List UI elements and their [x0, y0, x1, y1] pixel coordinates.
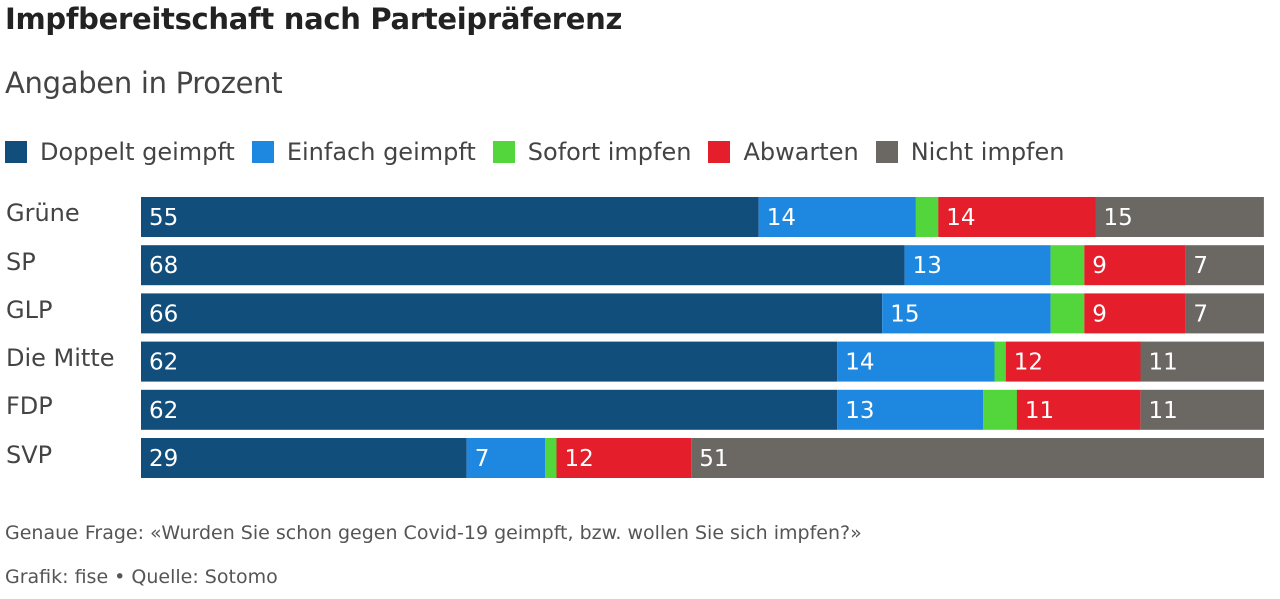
legend-item-einfach-geimpft: Einfach geimpft: [251, 138, 476, 166]
legend-swatch: [875, 141, 898, 163]
data-label: 7: [475, 446, 490, 472]
bar-segment-glp-nicht-impfen: [1185, 293, 1264, 334]
data-label: 13: [913, 253, 942, 279]
legend: Doppelt geimpft Einfach geimpft Sofort i…: [5, 138, 1081, 166]
footnote-source: Grafik: fise • Quelle: Sotomo: [5, 566, 278, 588]
category-label-sp: SP: [6, 248, 36, 276]
bar-segment-die-mitte-einfach-geimpft: [837, 341, 995, 382]
legend-swatch: [5, 141, 27, 163]
legend-label: Einfach geimpft: [286, 138, 476, 166]
data-label: 14: [946, 205, 975, 231]
category-label-die-mitte: Die Mitte: [6, 344, 115, 372]
data-label: 62: [149, 398, 178, 424]
bar-segment-svp-abwarten: [556, 438, 692, 478]
footnote-question: Genaue Frage: «Wurden Sie schon gegen Co…: [5, 522, 862, 544]
data-label: 7: [1193, 253, 1208, 279]
bar-segment-die-mitte-sofort-impfen: [994, 341, 1006, 382]
bar-segment-grüne-einfach-geimpft: [758, 197, 916, 237]
data-label: 11: [1149, 398, 1178, 424]
bar-segment-die-mitte-abwarten: [1005, 341, 1141, 382]
data-label: 9: [1092, 253, 1107, 279]
bar-segment-glp-doppelt-geimpft: [141, 293, 883, 334]
legend-swatch: [708, 141, 731, 163]
legend-label: Nicht impfen: [910, 138, 1065, 166]
bar-segment-svp-doppelt-geimpft: [141, 438, 467, 478]
bar-segment-fdp-einfach-geimpft: [837, 389, 984, 430]
category-label-gruene: Grüne: [6, 199, 80, 227]
category-label-svp: SVP: [6, 441, 53, 469]
data-label: 68: [149, 253, 178, 279]
legend-swatch: [492, 141, 515, 163]
bar-segment-sp-doppelt-geimpft: [141, 245, 905, 286]
bar-segment-fdp-sofort-impfen: [983, 389, 1017, 430]
data-label: 15: [890, 301, 919, 327]
data-label: 29: [149, 446, 178, 472]
bar-segment-fdp-nicht-impfen: [1140, 389, 1264, 430]
data-label: 62: [149, 350, 178, 376]
data-label: 11: [1025, 398, 1054, 424]
data-label: 66: [149, 301, 178, 327]
bar-segment-fdp-doppelt-geimpft: [141, 389, 838, 430]
bar-segment-svp-nicht-impfen: [691, 438, 1264, 478]
legend-item-nicht-impfen: Nicht impfen: [875, 138, 1065, 166]
bar-segment-sp-nicht-impfen: [1185, 245, 1264, 286]
bar-segment-grüne-doppelt-geimpft: [141, 197, 759, 237]
data-label: 55: [149, 205, 178, 231]
data-label: 13: [845, 398, 874, 424]
legend-item-doppelt-geimpft: Doppelt geimpft: [5, 138, 235, 166]
bar-segment-grüne-abwarten: [938, 197, 1096, 237]
data-label: 11: [1149, 350, 1178, 376]
data-label: 9: [1092, 301, 1107, 327]
bar-segment-grüne-nicht-impfen: [1095, 197, 1264, 237]
chart-title: Impfbereitschaft nach Parteipräferenz: [5, 2, 623, 36]
bar-segment-sp-einfach-geimpft: [904, 245, 1051, 286]
legend-label: Abwarten: [743, 138, 859, 166]
data-label: 15: [1104, 205, 1133, 231]
legend-item-abwarten: Abwarten: [708, 138, 859, 166]
bar-segment-die-mitte-doppelt-geimpft: [141, 341, 838, 382]
bar-segment-glp-sofort-impfen: [1050, 293, 1085, 334]
bar-segment-svp-einfach-geimpft: [466, 438, 546, 478]
chart-subtitle: Angaben in Prozent: [5, 66, 283, 100]
legend-label: Doppelt geimpft: [40, 138, 235, 166]
category-label-glp: GLP: [6, 296, 53, 324]
category-label-fdp: FDP: [6, 392, 53, 420]
bar-segment-sp-sofort-impfen: [1050, 245, 1085, 286]
data-label: 14: [845, 350, 874, 376]
legend-swatch: [251, 141, 274, 163]
bar-segment-sp-abwarten: [1084, 245, 1186, 286]
bar-segment-fdp-abwarten: [1016, 389, 1141, 430]
data-label: 7: [1193, 301, 1208, 327]
bar-segment-die-mitte-nicht-impfen: [1140, 341, 1264, 382]
legend-label: Sofort impfen: [527, 138, 692, 166]
bar-segment-grüne-sofort-impfen: [915, 197, 939, 237]
bar-segment-svp-sofort-impfen: [545, 438, 557, 478]
data-label: 51: [699, 446, 728, 472]
legend-item-sofort-impfen: Sofort impfen: [492, 138, 692, 166]
data-label: 12: [565, 446, 594, 472]
data-label: 14: [767, 205, 796, 231]
data-label: 12: [1014, 350, 1043, 376]
bar-segment-glp-einfach-geimpft: [882, 293, 1051, 334]
bar-segment-glp-abwarten: [1084, 293, 1186, 334]
